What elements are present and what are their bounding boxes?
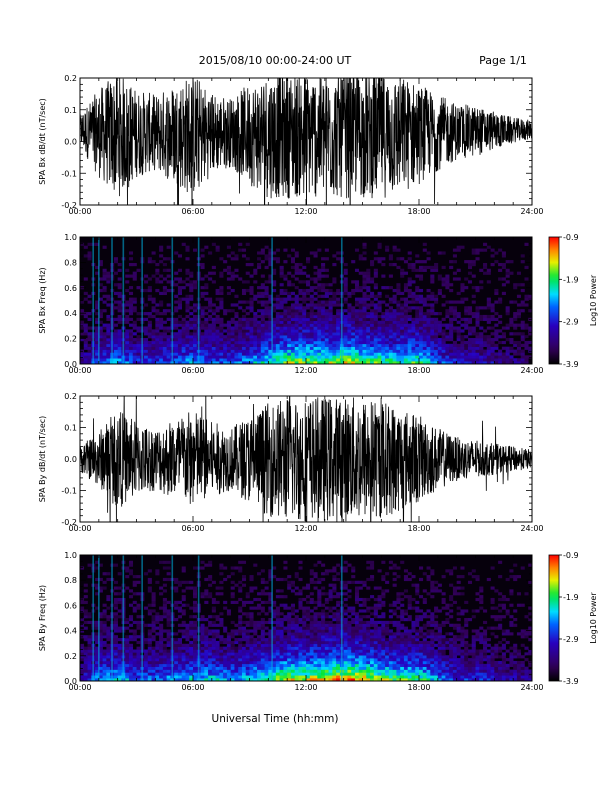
spectrogram-event-line — [197, 555, 200, 681]
x-tick-label: 18:00 — [407, 366, 430, 375]
y-tick-label: 0.0 — [64, 138, 77, 147]
waveform-series-line — [80, 78, 532, 205]
colorbar — [548, 236, 560, 365]
spectrogram-event-line — [271, 237, 273, 364]
x-tick-label: 06:00 — [181, 683, 204, 692]
page-number: Page 1/1 — [479, 54, 527, 67]
y-tick-label: 0.4 — [64, 309, 77, 318]
x-tick-label: 00:00 — [68, 366, 91, 375]
colorbar-tick-label: -3.9 — [563, 677, 579, 686]
y-tick-label: 0.6 — [64, 601, 77, 610]
spectrogram-event-line — [141, 237, 143, 364]
y-axis-label: SPA By Freq (Hz) — [38, 585, 47, 651]
spectrogram-event-line — [98, 237, 100, 364]
colorbar-tick-label: -3.9 — [563, 360, 579, 369]
colorbar-tick-label: -2.9 — [563, 318, 579, 327]
x-tick-label: 24:00 — [520, 207, 543, 216]
x-tick-label: 24:00 — [520, 683, 543, 692]
x-tick-label: 18:00 — [407, 207, 430, 216]
colorbar-label: Log10 Power — [589, 592, 598, 644]
spectrogram-event-line — [340, 555, 343, 681]
y-tick-label: 0.6 — [64, 284, 77, 293]
x-tick-label: 24:00 — [520, 366, 543, 375]
y-tick-label: 0.0 — [64, 360, 77, 369]
bx-spectrogram-panel: -0.9 -1.9 -2.9 -3.9 Log10 Power 00:00 06:00 12:… — [38, 233, 598, 375]
spectrogram-event-line — [141, 555, 143, 681]
x-tick-label: 00:00 — [68, 207, 91, 216]
x-axis-label: Universal Time (hh:mm) — [212, 713, 339, 725]
colorbar-label: Log10 Power — [589, 274, 598, 326]
colorbar-tick-label: -2.9 — [563, 635, 579, 644]
spectrogram-event-line — [122, 555, 125, 681]
x-tick-label: 18:00 — [407, 524, 430, 533]
y-axis-label: SPA Bx dB/dt (nT/sec) — [38, 98, 47, 185]
x-tick-label: 06:00 — [181, 207, 204, 216]
y-axis-label: SPA By dB/dt (nT/sec) — [38, 416, 47, 503]
bx-waveform-panel: 00:00 06:00 12:00 18:00 24:00 -0.2 -0.1 0.0 0.1 0… — [38, 74, 544, 216]
y-tick-label: -0.2 — [61, 518, 77, 527]
spectrogram-event-line — [111, 555, 113, 681]
by-spectrogram-panel: -0.9 -1.9 -2.9 -3.9 Log10 Power 00:00 06:00 12:… — [38, 551, 598, 692]
by-waveform-panel: 00:00 06:00 12:00 18:00 24:00 -0.2 -0.1 0.0 0.1 0… — [38, 392, 544, 533]
spectrogram-event-line — [92, 237, 94, 364]
spectrogram-event-line — [122, 237, 125, 364]
y-tick-label: 0.2 — [64, 392, 77, 401]
y-tick-label: -0.1 — [61, 169, 77, 178]
x-tick-label: 06:00 — [181, 524, 204, 533]
colorbar-tick-label: -1.9 — [563, 593, 579, 602]
spectrogram-event-line — [111, 237, 113, 364]
y-tick-label: 0.8 — [64, 576, 77, 585]
y-tick-label: 0.2 — [64, 335, 77, 344]
spectrogram-event-line — [92, 555, 94, 681]
waveform-series-line — [80, 396, 532, 522]
spectrogram-event-line — [98, 555, 100, 681]
x-tick-label: 12:00 — [294, 207, 317, 216]
x-tick-label: 00:00 — [68, 683, 91, 692]
spectrogram-event-line — [271, 555, 273, 681]
x-tick-label: 06:00 — [181, 366, 204, 375]
y-tick-label: -0.2 — [61, 201, 77, 210]
x-tick-label: 18:00 — [407, 683, 430, 692]
colorbar — [548, 554, 560, 682]
y-tick-label: 0.1 — [64, 106, 77, 115]
y-tick-label: 0.1 — [64, 424, 77, 433]
spectrogram-event-line — [197, 237, 200, 364]
y-tick-label: 0.2 — [64, 652, 77, 661]
y-tick-label: 1.0 — [64, 551, 77, 560]
y-tick-label: 0.8 — [64, 258, 77, 267]
x-tick-label: 12:00 — [294, 683, 317, 692]
y-tick-label: 0.0 — [64, 455, 77, 464]
y-tick-label: -0.1 — [61, 487, 77, 496]
spectrogram-event-line — [171, 555, 174, 681]
colorbar-tick-label: -1.9 — [563, 275, 579, 284]
x-tick-label: 24:00 — [520, 524, 543, 533]
colorbar-tick-label: -0.9 — [563, 551, 579, 560]
x-tick-label: 00:00 — [68, 524, 91, 533]
x-tick-label: 12:00 — [294, 366, 317, 375]
y-tick-label: 0.2 — [64, 74, 77, 83]
page-title: 2015/08/10 00:00-24:00 UT — [199, 54, 352, 67]
y-tick-label: 0.0 — [64, 677, 77, 686]
spectrogram-cells — [80, 242, 532, 364]
y-tick-label: 0.4 — [64, 627, 77, 636]
spectrogram-event-line — [340, 237, 343, 364]
x-tick-label: 12:00 — [294, 524, 317, 533]
y-axis-label: SPA Bx Freq (Hz) — [38, 267, 47, 333]
spectrogram-event-line — [171, 237, 174, 364]
colorbar-tick-label: -0.9 — [563, 233, 579, 242]
y-tick-label: 1.0 — [64, 233, 77, 242]
